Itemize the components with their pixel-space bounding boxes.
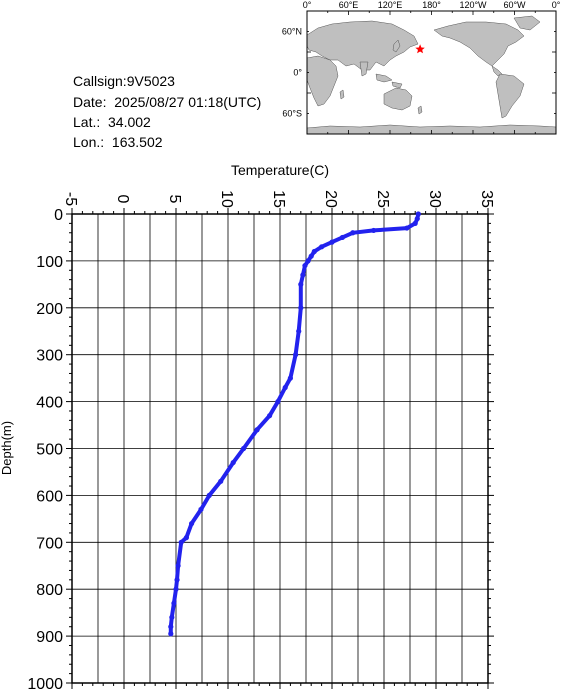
temperature-point <box>350 230 356 236</box>
temperature-point <box>174 577 180 583</box>
temperature-point <box>254 427 260 433</box>
temperature-point <box>168 631 174 637</box>
temperature-point <box>371 227 377 234</box>
temperature-profile-line <box>168 212 421 636</box>
y-tick-label: 1000 <box>27 676 63 690</box>
temperature-point <box>415 211 421 217</box>
map-lon-label: 120°E <box>378 0 403 10</box>
y-tick-label: 100 <box>36 254 63 271</box>
temperature-point <box>311 248 317 255</box>
map-lon-label: 60°E <box>339 0 359 10</box>
temperature-point <box>168 624 174 630</box>
map-lon-label: 180° <box>422 0 441 10</box>
callsign-label: Callsign:9V5023 <box>73 73 175 89</box>
temperature-point <box>230 459 236 466</box>
y-tick-label: 0 <box>54 207 63 224</box>
temperature-point <box>198 506 204 513</box>
grid-lines <box>72 214 488 683</box>
x-tick-labels: -5 0 5 10 15 20 25 30 35 <box>62 190 495 208</box>
plot-frame <box>71 213 489 684</box>
x-tick-label: 10 <box>218 190 235 208</box>
temperature-point <box>241 445 247 452</box>
temperature-point <box>206 492 212 498</box>
x-tick-label: -5 <box>62 192 79 206</box>
map-lon-label: 0° <box>552 0 561 10</box>
temperature-point <box>319 244 325 250</box>
latitude-label: Lat.: 34.002 <box>73 114 151 130</box>
x-tick-label: 25 <box>374 190 391 208</box>
station-star-icon <box>415 44 425 54</box>
temperature-point <box>298 305 304 311</box>
profile-plot: -5 0 5 10 15 20 25 30 35 01002003004005006007008… <box>0 162 495 690</box>
map-latitude-labels: 60°N 0° 60°S <box>282 27 303 119</box>
y-tick-label: 900 <box>36 629 63 646</box>
temperature-point <box>178 539 184 545</box>
map-ticks <box>306 10 557 135</box>
y-tick-label: 700 <box>36 535 63 552</box>
y-tick-label: 800 <box>36 582 63 599</box>
map-lon-label: 0° <box>303 0 312 10</box>
map-lon-label: 120°W <box>459 0 487 10</box>
map-lat-label: 0° <box>293 68 302 78</box>
x-tick-label: 30 <box>426 190 443 208</box>
temperature-point <box>296 328 302 334</box>
x-tick-label: 15 <box>270 190 287 208</box>
temperature-point <box>183 535 189 541</box>
temperature-point <box>275 399 281 405</box>
map-marker-layer <box>415 44 425 54</box>
temperature-point <box>267 413 273 419</box>
temperature-point <box>300 272 306 278</box>
temperature-point <box>298 281 304 287</box>
temperature-point <box>218 478 224 484</box>
temperature-point <box>412 220 418 226</box>
map-land <box>306 15 557 135</box>
temperature-point <box>329 239 335 245</box>
longitude-label: Lon.: 163.502 <box>73 134 163 150</box>
temperature-point <box>305 258 311 264</box>
temperature-point <box>175 563 181 569</box>
temperature-point <box>302 262 308 269</box>
temperature-point <box>189 520 195 527</box>
y-tick-label: 300 <box>36 348 63 365</box>
map-longitude-labels: 0° 60°E 120°E 180° 120°W 60°W 0° <box>303 0 561 10</box>
map-lat-label: 60°N <box>282 27 302 37</box>
x-tick-label: 20 <box>322 190 339 208</box>
date-label: Date: 2025/08/27 01:18(UTC) <box>73 94 262 110</box>
temperature-point <box>414 216 420 222</box>
map-lat-label: 60°S <box>282 109 302 119</box>
x-tick-label: 5 <box>166 195 183 204</box>
temperature-point <box>169 614 175 620</box>
map-lon-label: 60°W <box>503 0 526 10</box>
world-map: 0° 60°E 120°E 180° 120°W 60°W 0° 60°N 0° 60°S <box>282 0 561 135</box>
x-tick-label: 35 <box>478 190 495 208</box>
temperature-point <box>293 352 299 358</box>
temperature-point <box>339 234 345 241</box>
temperature-point <box>287 375 293 381</box>
temperature-point <box>282 384 288 391</box>
y-axis-title: Depth(m) <box>0 421 14 475</box>
x-tick-label: 0 <box>114 195 131 204</box>
profile-series <box>168 211 421 637</box>
y-tick-label: 200 <box>36 301 63 318</box>
temperature-point <box>404 225 410 231</box>
y-tick-label: 400 <box>36 395 63 412</box>
x-axis-title: Temperature(C) <box>231 162 329 178</box>
y-tick-label: 600 <box>36 488 63 505</box>
temperature-point <box>173 586 179 592</box>
y-tick-label: 500 <box>36 442 63 459</box>
temperature-point <box>308 253 314 259</box>
temperature-point <box>171 600 177 606</box>
y-tick-labels: 0 100 200 300 400 500 600 700 800 900 1000 <box>27 207 63 690</box>
